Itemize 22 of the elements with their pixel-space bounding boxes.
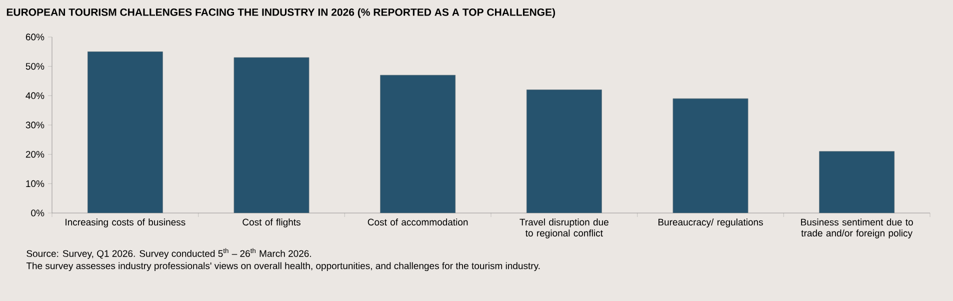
x-tick-label: Cost of accommodation <box>368 218 468 226</box>
bar <box>234 57 310 214</box>
text: The survey assesses industry professionals' views on overall health, opportunities, and challenges for the tourism industry. <box>26 262 540 272</box>
y-tick-label: 20% <box>26 150 44 158</box>
x-tick-label: Increasing costs of business <box>66 218 186 228</box>
y-tick-label: 0% <box>31 210 44 216</box>
bar <box>819 151 895 214</box>
y-tick-label: 40% <box>26 92 44 100</box>
source-note: Source: Survey, Q1 2026. Survey conducted 5$^{th}$ – 26$^{th}$ March 2026. <box>26 248 311 259</box>
bar <box>380 74 456 214</box>
bar <box>526 90 602 214</box>
y-tick-label: 50% <box>26 62 44 70</box>
bar <box>87 51 163 214</box>
x-tick-label: Cost of flights <box>242 218 300 228</box>
x-tick-label: Business sentiment due to trade and/or foreign policy <box>801 218 913 238</box>
chart-title: EUROPEAN TOURISM CHALLENGES FACING THE INDUSTRY IN 2026 (% REPORTED AS A TOP CHALLENGE) <box>6 8 556 18</box>
y-tick-label: 30% <box>26 122 44 128</box>
y-tick-label: 10% <box>26 180 44 188</box>
bar <box>672 98 748 214</box>
x-tick-label: Bureaucracy/ regulations <box>658 218 763 228</box>
x-tick-label: Travel disruption due to regional conflict <box>520 218 608 238</box>
y-tick-label: 60% <box>26 34 44 40</box>
